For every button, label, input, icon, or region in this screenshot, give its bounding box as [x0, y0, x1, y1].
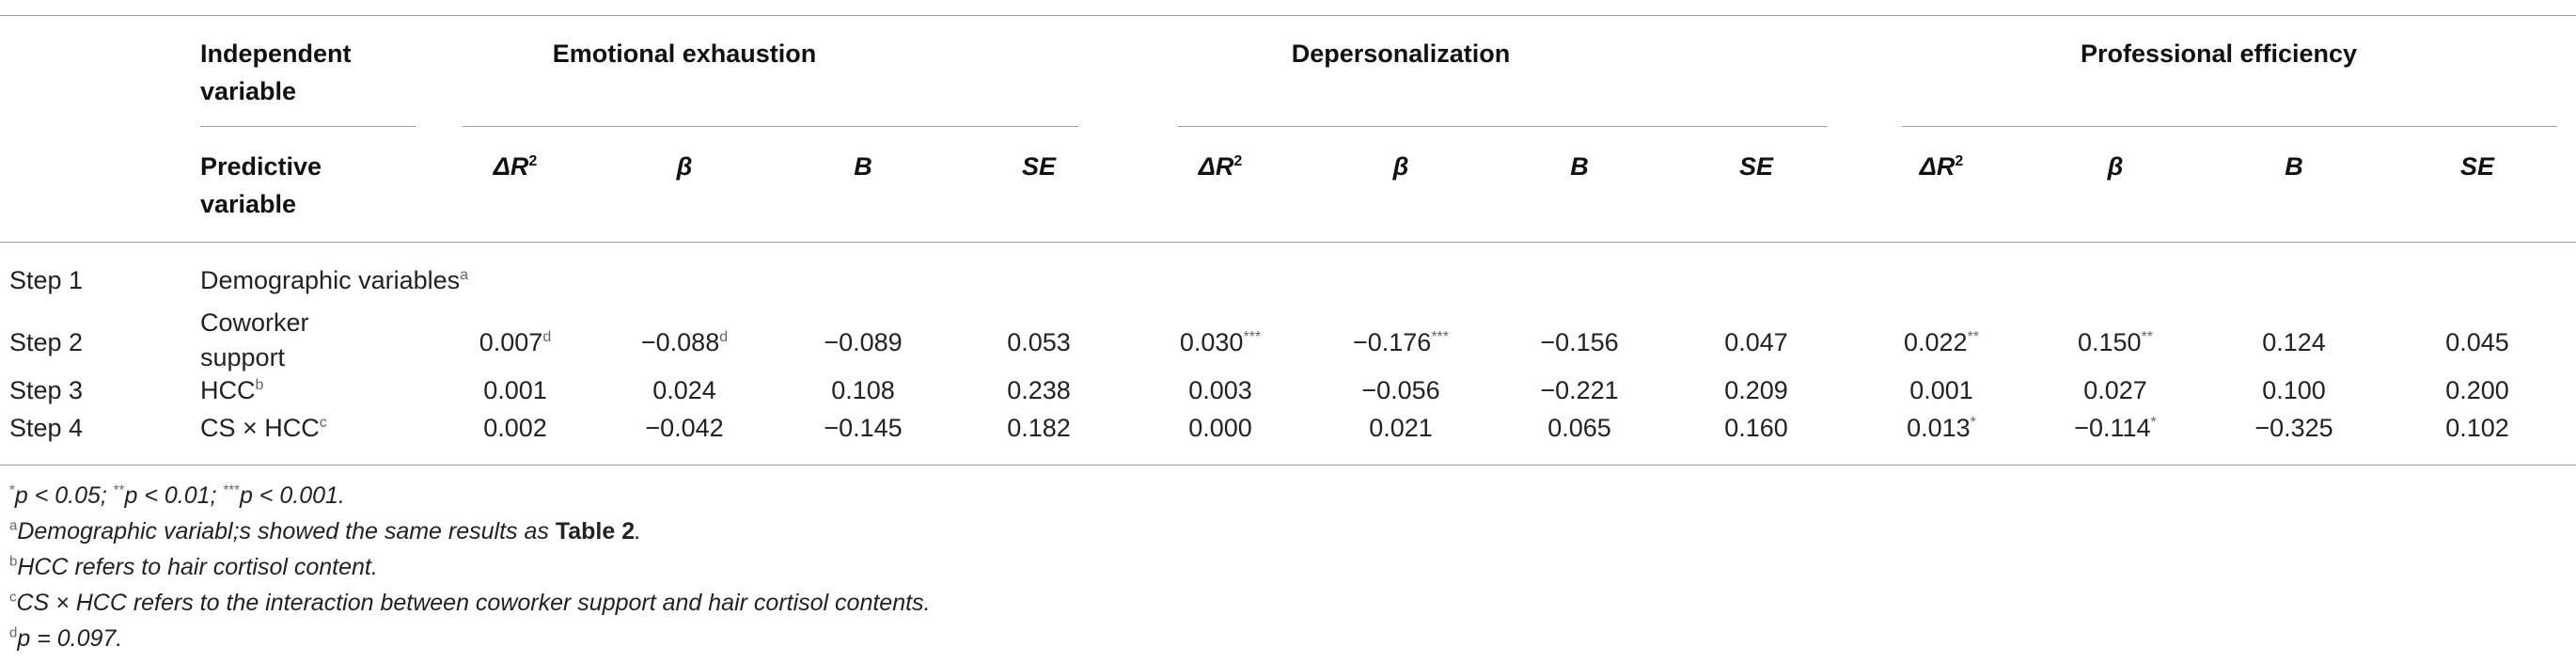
professional-efficiency-heading: Professional efficiency [2080, 39, 2358, 68]
table-cell: 0.200 [2445, 376, 2509, 404]
footnote-significance: *p < 0.05; **p < 0.01; ***p < 0.001. [9, 481, 345, 509]
table-cell: 0.003 [1188, 376, 1252, 404]
table-cell: 0.013* [1907, 414, 1976, 442]
col-header-beta-0: β [676, 152, 693, 181]
table-cell: 0.100 [2262, 376, 2326, 404]
col-header-delta-r-squared-2: ΔR2 [1919, 152, 1964, 181]
predictor-label: HCCb [200, 376, 264, 404]
table-cell: 0.001 [1909, 376, 1973, 404]
footnote-b: bHCC refers to hair cortisol content. [9, 553, 378, 580]
table-cell: −0.089 [824, 328, 903, 356]
table-cell: −0.145 [824, 414, 903, 442]
col-header-delta-r-squared-0: ΔR2 [493, 152, 538, 181]
table-cell: 0.124 [2262, 328, 2326, 356]
step-label: Step 3 [9, 376, 84, 404]
footnote-a: aDemographic variabl;s showed the same r… [9, 517, 642, 545]
table-cell: 0.007d [479, 328, 552, 356]
depersonalization-heading: Depersonalization [1291, 39, 1511, 68]
table-cell: 0.022** [1903, 328, 1980, 356]
table-cell: 0.024 [652, 376, 716, 404]
table-cell: 0.002 [483, 414, 547, 442]
col-header-b-0: B [854, 152, 872, 181]
table-cell: 0.065 [1547, 414, 1611, 442]
predictive-variable-heading: Predictive variable [200, 152, 322, 218]
table-cell: 0.160 [1724, 414, 1788, 442]
table-cell: −0.176*** [1352, 328, 1450, 356]
table-cell: 0.027 [2083, 376, 2147, 404]
table-cell: −0.088d [640, 328, 729, 356]
table-cell: −0.114* [2074, 414, 2157, 442]
table-cell: 0.102 [2445, 414, 2509, 442]
col-header-se-1: SE [1738, 152, 1774, 181]
col-header-se-2: SE [2459, 152, 2495, 181]
table-cell: 0.209 [1724, 376, 1788, 404]
col-header-beta-1: β [1392, 152, 1409, 181]
table-cell: 0.150** [2077, 328, 2154, 356]
table-cell: 0.053 [1007, 328, 1071, 356]
predictor-label: CS × HCCc [200, 414, 327, 442]
col-header-delta-r-squared-1: ΔR2 [1198, 152, 1243, 181]
predictor-label: Coworker support [200, 308, 309, 371]
table-cell: 0.047 [1724, 328, 1788, 356]
table-cell: 0.000 [1188, 414, 1252, 442]
table-cell: 0.001 [483, 376, 547, 404]
footnote-d: dp = 0.097. [9, 624, 123, 652]
table-top-rule [0, 15, 2576, 16]
table-cell: −0.221 [1540, 376, 1619, 404]
table-cell: 0.030*** [1179, 328, 1262, 356]
predictor-label: Demographic variablesa [200, 266, 469, 294]
step-label: Step 1 [9, 266, 84, 294]
step-label: Step 2 [9, 328, 84, 356]
col-header-b-2: B [2285, 152, 2303, 181]
table-cell: −0.056 [1361, 376, 1440, 404]
independent-variable-heading: Independent variable [200, 39, 352, 105]
table-bottom-rule [0, 465, 2576, 466]
emotional-exhaustion-heading: Emotional exhaustion [552, 39, 817, 68]
table-cell: 0.045 [2445, 328, 2509, 356]
step-label: Step 4 [9, 414, 84, 442]
table-cell: 0.108 [831, 376, 895, 404]
table-cell: −0.325 [2254, 414, 2333, 442]
professional-efficiency-underline [1902, 126, 2557, 127]
table-cell: 0.238 [1007, 376, 1071, 404]
col-header-b-1: B [1570, 152, 1589, 181]
header-bottom-rule [0, 242, 2576, 243]
depersonalization-underline [1178, 126, 1827, 127]
col-header-beta-2: β [2107, 152, 2124, 181]
independent-variable-underline [200, 126, 416, 127]
table-cell: −0.042 [645, 414, 724, 442]
table-cell: −0.156 [1540, 328, 1619, 356]
emotional-exhaustion-underline [463, 126, 1078, 127]
table-cell: 0.182 [1007, 414, 1071, 442]
col-header-se-0: SE [1021, 152, 1057, 181]
table-cell: 0.021 [1369, 414, 1433, 442]
footnote-c: cCS × HCC refers to the interaction betw… [9, 589, 931, 616]
